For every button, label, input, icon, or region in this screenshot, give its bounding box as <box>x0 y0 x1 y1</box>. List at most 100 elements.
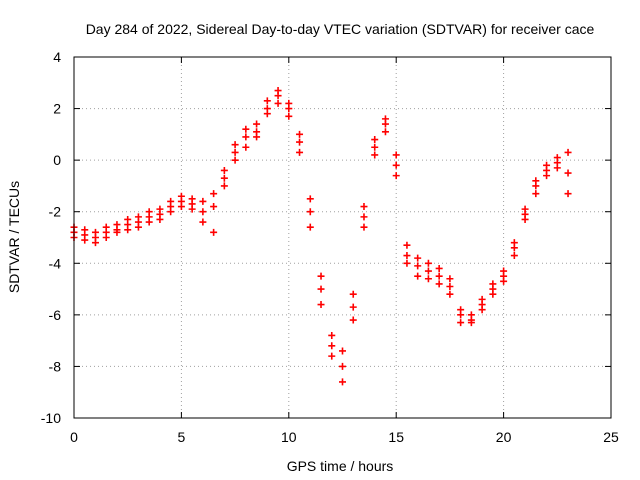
data-point <box>532 190 540 198</box>
data-point <box>339 378 346 386</box>
data-point <box>124 221 132 229</box>
data-point <box>199 208 207 216</box>
data-point <box>274 99 282 107</box>
data-point <box>381 120 389 128</box>
data-point <box>435 280 443 288</box>
data-point <box>467 316 475 324</box>
data-point <box>328 352 336 360</box>
data-point <box>296 130 304 138</box>
data-point <box>81 231 89 239</box>
x-tick-label: 15 <box>388 429 404 445</box>
data-point <box>371 151 379 159</box>
data-point <box>285 112 293 120</box>
x-tick-label: 5 <box>178 429 186 445</box>
data-point <box>102 228 110 236</box>
data-point <box>253 120 261 128</box>
x-tick-label: 0 <box>70 429 78 445</box>
data-point <box>231 148 239 156</box>
data-point <box>231 156 239 164</box>
data-point <box>306 195 314 203</box>
x-tick-label: 20 <box>496 429 512 445</box>
data-point <box>564 169 572 177</box>
y-tick-label: -6 <box>49 307 62 323</box>
data-point <box>199 218 207 226</box>
data-point <box>177 197 185 205</box>
data-point <box>296 148 304 156</box>
y-tick-label: 4 <box>53 49 61 65</box>
data-point <box>564 190 572 198</box>
data-point <box>296 138 304 146</box>
data-point <box>424 275 432 283</box>
data-point <box>381 128 389 136</box>
data-point <box>424 259 432 267</box>
data-point <box>446 290 454 298</box>
data-point <box>446 282 454 290</box>
data-point <box>392 161 400 169</box>
data-point <box>532 182 540 190</box>
data-point <box>478 301 486 309</box>
x-tick-label: 10 <box>281 429 297 445</box>
data-point <box>521 210 529 218</box>
data-point <box>349 316 357 324</box>
data-point <box>263 97 271 105</box>
data-point <box>210 190 218 198</box>
data-point <box>317 272 325 280</box>
data-point <box>403 252 411 260</box>
data-point <box>210 228 218 236</box>
data-point <box>199 197 207 205</box>
data-point <box>134 218 142 226</box>
data-point <box>553 159 561 167</box>
y-tick-label: 2 <box>53 101 61 117</box>
data-point <box>360 223 368 231</box>
data-point <box>457 311 465 319</box>
data-point <box>414 272 422 280</box>
y-tick-label: -2 <box>49 204 62 220</box>
plot-frame <box>73 56 612 419</box>
x-tick-label: 25 <box>603 429 619 445</box>
series-track-c <box>70 92 572 370</box>
data-point <box>414 254 422 262</box>
y-tick-label: -4 <box>49 255 62 271</box>
data-point <box>360 203 368 211</box>
tick-labels: 0 5 10 15 20 25 -10 -8 -6 -4 -2 0 2 4 <box>41 49 619 445</box>
data-point <box>349 303 357 311</box>
data-point <box>435 272 443 280</box>
data-point <box>188 200 196 208</box>
data-point <box>446 275 454 283</box>
data-point <box>543 166 551 174</box>
data-point <box>371 136 379 144</box>
data-point <box>564 148 572 156</box>
data-point <box>220 182 228 190</box>
data-point <box>339 347 346 355</box>
data-point <box>392 172 400 180</box>
data-point <box>414 262 422 270</box>
data-point <box>113 226 121 234</box>
data-point <box>167 203 175 211</box>
data-point <box>510 252 518 260</box>
x-axis-label: GPS time / hours <box>287 458 394 474</box>
y-tick-label: 0 <box>53 152 61 168</box>
data-point <box>371 143 379 151</box>
data-point <box>242 125 250 133</box>
data-point <box>392 151 400 159</box>
data-point <box>306 208 314 216</box>
data-point <box>424 267 432 275</box>
data-point <box>317 285 325 293</box>
y-axis-label: SDTVAR / TECUs <box>6 181 22 293</box>
data-point <box>220 166 228 174</box>
y-tick-label: -10 <box>41 410 61 426</box>
data-point <box>457 319 465 327</box>
data-point <box>242 143 250 151</box>
data-point <box>231 141 239 149</box>
data-point <box>306 223 314 231</box>
data-point <box>349 290 357 298</box>
data-point <box>510 244 518 252</box>
y-tick-label: -8 <box>49 358 62 374</box>
data-point <box>328 331 336 339</box>
data-point <box>274 92 282 100</box>
data-point <box>339 362 346 370</box>
data-point <box>360 213 368 221</box>
data-point <box>328 342 336 350</box>
series-track-a <box>70 87 572 355</box>
